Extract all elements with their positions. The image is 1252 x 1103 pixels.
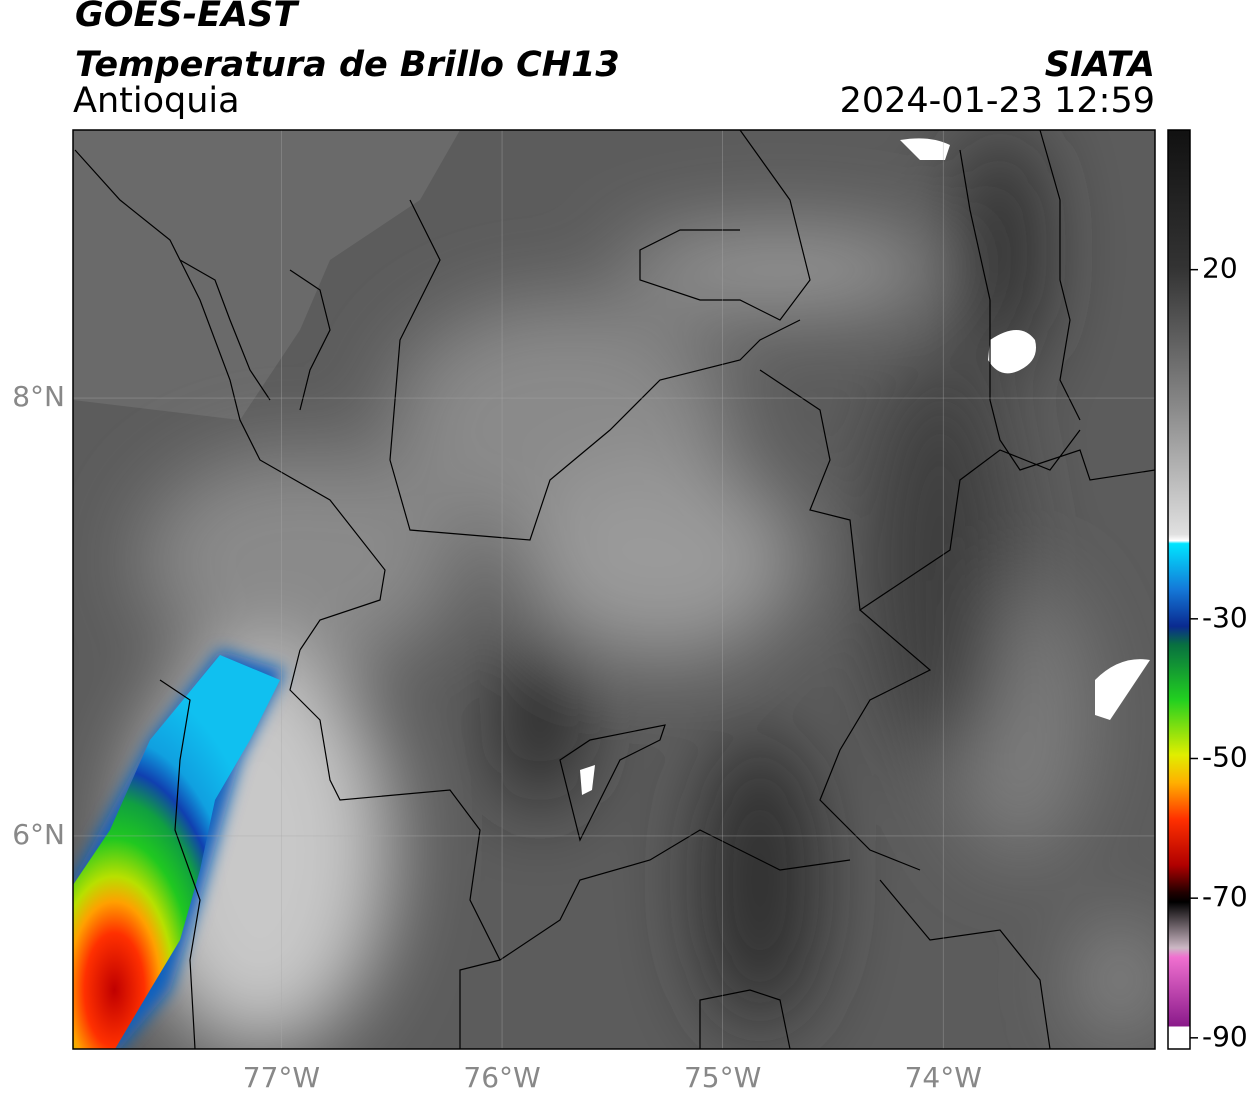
subtitle: Temperatura de Brillo CH13 bbox=[75, 45, 620, 85]
graticule bbox=[73, 130, 1155, 1049]
x-tick-label: 74°W bbox=[905, 1061, 982, 1094]
satellite-image bbox=[73, 130, 1155, 1049]
x-tick-label: 75°W bbox=[684, 1061, 761, 1094]
colorbar-tick-label: -90 bbox=[1202, 1020, 1248, 1053]
colorbar-tick-label: -70 bbox=[1202, 880, 1248, 913]
source: SIATA bbox=[1045, 45, 1155, 85]
colorbar-tick-label: 20 bbox=[1202, 252, 1238, 285]
title: GOES-EAST bbox=[75, 0, 300, 35]
datetime: 2024-01-23 12:59 bbox=[840, 81, 1155, 121]
colorbar-tick-label: -30 bbox=[1202, 601, 1248, 634]
y-tick-label: 8°N bbox=[12, 380, 65, 413]
colorbar bbox=[1167, 129, 1191, 1050]
colorbar-tick-label: -50 bbox=[1202, 740, 1248, 773]
x-tick-label: 76°W bbox=[463, 1061, 540, 1094]
map-frame bbox=[72, 129, 1156, 1050]
x-tick-label: 77°W bbox=[243, 1061, 320, 1094]
region: Antioquia bbox=[73, 81, 240, 121]
y-tick-label: 6°N bbox=[12, 818, 65, 851]
